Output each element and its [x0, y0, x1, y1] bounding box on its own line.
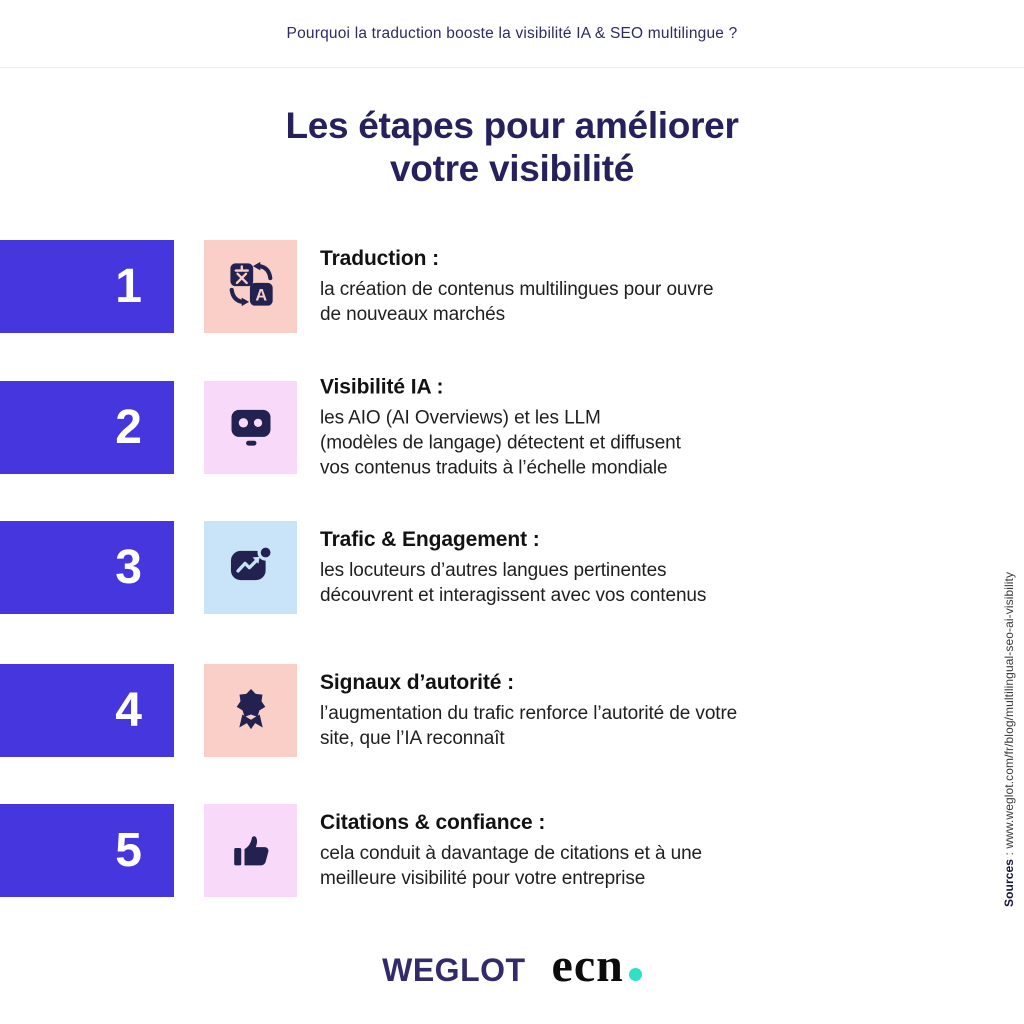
step-row-2: 2 Visibilité IA : les AIO (AI Overviews)…	[0, 375, 1000, 478]
step-text-block: Citations & confiance : cela conduit à d…	[320, 810, 865, 890]
page-title-line2: votre visibilité	[389, 148, 634, 190]
step-number: 1	[115, 260, 142, 313]
step-description: l’augmentation du trafic renforce l’auto…	[320, 702, 738, 749]
step-row-5: 5 Citations & confiance : cela conduit à…	[0, 804, 1000, 897]
source-url: : www.weglot.com/fr/blog/multilingual-se…	[1002, 571, 1016, 859]
step-text-block: Signaux d’autorité : l’augmentation du t…	[320, 670, 865, 750]
step-row-1: 1 A	[0, 240, 1000, 333]
step-number: 2	[115, 401, 142, 454]
step-icon-tile: A	[204, 240, 297, 333]
thumbs-up-icon	[225, 822, 277, 879]
step-title: Signaux d’autorité :	[320, 670, 515, 694]
award-badge-icon	[225, 682, 277, 739]
step-number-bar: 4	[0, 664, 174, 757]
step-row-4: 4 Signaux d’autorité : l’augmentation du…	[0, 664, 1000, 757]
trending-chart-icon	[225, 539, 277, 596]
step-icon-tile	[204, 381, 297, 474]
translate-icon: A	[225, 258, 277, 315]
tagline-text: Pourquoi la traduction booste la visibil…	[286, 24, 738, 42]
ecn-logo: ecn	[552, 938, 642, 993]
step-text-block: Trafic & Engagement : les locuteurs d’au…	[320, 527, 865, 607]
step-title: Trafic & Engagement :	[320, 527, 540, 551]
step-text-block: Visibilité IA : les AIO (AI Overviews) e…	[320, 375, 865, 480]
step-title: Citations & confiance :	[320, 810, 546, 834]
step-number: 5	[115, 824, 142, 877]
ecn-logo-text: ecn	[551, 939, 624, 992]
top-tagline-bar: Pourquoi la traduction booste la visibil…	[0, 0, 1024, 68]
step-number-bar: 3	[0, 521, 174, 614]
step-description: la création de contenus multilingues pou…	[320, 278, 714, 325]
source-note: Sources : www.weglot.com/fr/blog/multili…	[1002, 543, 1016, 907]
step-description: les locuteurs d’autres langues pertinent…	[320, 559, 707, 606]
step-number-bar: 2	[0, 381, 174, 474]
ecn-dot	[628, 968, 642, 981]
page-title-line1: Les étapes pour améliorer	[285, 105, 739, 146]
step-description: les AIO (AI Overviews) et les LLM (modèl…	[320, 406, 681, 479]
robot-icon	[225, 399, 277, 456]
step-icon-tile	[204, 664, 297, 757]
step-description: cela conduit à davantage de citations et…	[320, 842, 703, 889]
source-label: Sources	[1002, 858, 1016, 907]
step-icon-tile	[204, 804, 297, 897]
step-text-block: Traduction : la création de contenus mul…	[320, 246, 865, 326]
step-row-3: 3 Trafic & Engagement : les locuteurs d’…	[0, 521, 1000, 614]
footer-logos: WEGLOT ecn	[0, 938, 1024, 993]
step-title: Traduction :	[320, 246, 439, 270]
step-title: Visibilité IA :	[320, 374, 444, 398]
step-number: 4	[115, 684, 142, 737]
svg-text:A: A	[255, 286, 267, 304]
page-title: Les étapes pour améliorer votre visibili…	[0, 104, 1024, 191]
step-number-bar: 1	[0, 240, 174, 333]
weglot-logo: WEGLOT	[382, 952, 526, 988]
step-number-bar: 5	[0, 804, 174, 897]
step-number: 3	[115, 541, 142, 594]
step-icon-tile	[204, 521, 297, 614]
